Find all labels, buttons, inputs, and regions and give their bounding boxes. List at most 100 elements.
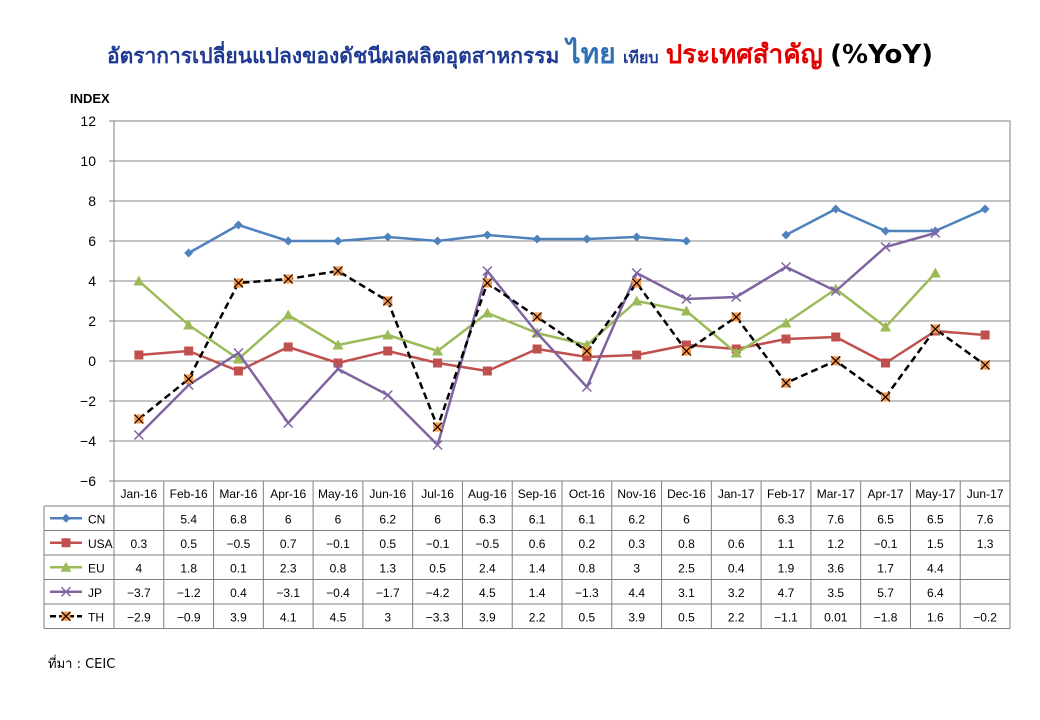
data-label: 0.8: [579, 561, 596, 575]
marker-star: [283, 274, 294, 284]
legend-label-usa: USA: [88, 537, 113, 551]
data-label: 3.9: [479, 610, 496, 624]
data-label: 1.6: [927, 610, 944, 624]
data-label: 6.1: [579, 512, 596, 526]
data-label: −0.2: [973, 610, 997, 624]
marker-triangle: [631, 295, 643, 306]
marker-x: [283, 417, 294, 429]
marker-triangle: [183, 319, 195, 330]
marker-square: [433, 358, 443, 368]
marker-star: [581, 346, 592, 356]
data-label: 1.2: [827, 537, 844, 551]
data-label: 4: [136, 561, 143, 575]
marker-x: [930, 227, 941, 239]
marker-x: [631, 267, 642, 279]
data-label: −4.2: [426, 586, 450, 600]
data-label: 2.5: [678, 561, 695, 575]
source-note: ที่มา : CEIC: [48, 657, 116, 672]
title-compare: เทียบ: [622, 48, 659, 67]
marker-x: [731, 291, 742, 303]
y-tick-label: 4: [88, 273, 96, 289]
data-label: −0.4: [326, 586, 350, 600]
data-label: −0.9: [177, 610, 201, 624]
data-label: 1.4: [529, 586, 546, 600]
x-tick-label: Mar-17: [817, 487, 855, 501]
data-label: −0.1: [326, 537, 350, 551]
title-part1: อัตราการเปลี่ยนแปลงของดัชนีผลผลิตอุตสาหก…: [106, 44, 560, 68]
marker-x: [681, 293, 692, 305]
data-label: 0.8: [678, 537, 695, 551]
data-label: 3.1: [678, 586, 695, 600]
x-tick-label: Dec-16: [667, 487, 706, 501]
marker-x: [780, 261, 792, 273]
marker-diamond: [333, 236, 343, 246]
data-label: 3.6: [827, 561, 844, 575]
y-axis-label: INDEX: [70, 91, 110, 106]
y-tick-label: −4: [80, 433, 96, 449]
x-tick-label: Sep-16: [518, 487, 557, 501]
marker-triangle: [780, 317, 792, 328]
marker-triangle: [680, 305, 692, 316]
data-label: 5.7: [877, 586, 894, 600]
data-label: 6: [335, 512, 342, 526]
y-tick-label: 6: [88, 233, 96, 249]
data-label: 1.7: [877, 561, 894, 575]
marker-x: [482, 265, 493, 277]
data-label: 4.5: [479, 586, 496, 600]
marker-square: [233, 366, 243, 376]
marker-square: [61, 538, 71, 548]
marker-triangle: [332, 339, 344, 350]
marker-star: [333, 266, 343, 276]
marker-star: [980, 360, 991, 370]
x-tick-label: Oct-16: [569, 487, 605, 501]
data-label: 4.5: [330, 610, 347, 624]
marker-square: [383, 346, 393, 356]
marker-star: [631, 278, 642, 288]
y-tick-label: −2: [80, 393, 96, 409]
title-yoy: (%YoY): [830, 40, 934, 70]
title-key-countries: ประเทศสำคัญ: [665, 40, 823, 70]
x-tick-label: Feb-16: [170, 487, 208, 501]
marker-diamond: [283, 236, 293, 246]
chart-title: อัตราการเปลี่ยนแปลงของดัชนีผลผลิตอุตสาหก…: [0, 32, 1040, 76]
data-label: 6.8: [230, 512, 247, 526]
marker-diamond: [184, 248, 194, 258]
data-label: 0.5: [379, 537, 396, 551]
x-tick-label: Feb-17: [767, 487, 805, 501]
data-label: 2.4: [479, 561, 496, 575]
data-label: 3.9: [230, 610, 247, 624]
marker-square: [532, 344, 542, 354]
marker-triangle: [432, 345, 444, 356]
data-label: −1.8: [874, 610, 898, 624]
marker-square: [482, 366, 492, 376]
data-label: 0.3: [131, 537, 148, 551]
data-label: 2.2: [529, 610, 546, 624]
marker-square: [980, 330, 990, 340]
marker-diamond: [532, 234, 542, 244]
data-label: 2.2: [728, 610, 745, 624]
marker-square: [632, 350, 642, 360]
y-tick-label: 8: [88, 193, 96, 209]
marker-star: [731, 312, 742, 322]
marker-star: [880, 392, 891, 402]
marker-square: [283, 342, 293, 352]
data-label: 6.4: [927, 586, 944, 600]
data-label: −2.9: [127, 610, 151, 624]
data-label: −3.1: [276, 586, 300, 600]
data-label: 0.2: [579, 537, 596, 551]
data-label: 0.5: [429, 561, 446, 575]
legend-label-cn: CN: [88, 512, 105, 526]
marker-triangle: [481, 307, 493, 318]
data-label: 1.3: [977, 537, 994, 551]
marker-star: [233, 278, 244, 288]
data-label: 6.5: [927, 512, 944, 526]
marker-star: [930, 324, 941, 334]
marker-diamond: [233, 220, 243, 230]
data-label: 0.7: [280, 537, 297, 551]
data-label: 0.5: [579, 610, 596, 624]
data-label: 6.1: [529, 512, 546, 526]
data-label: 0.5: [678, 610, 695, 624]
marker-triangle: [232, 353, 244, 364]
data-label: 7.6: [977, 512, 994, 526]
marker-triangle: [60, 561, 72, 572]
